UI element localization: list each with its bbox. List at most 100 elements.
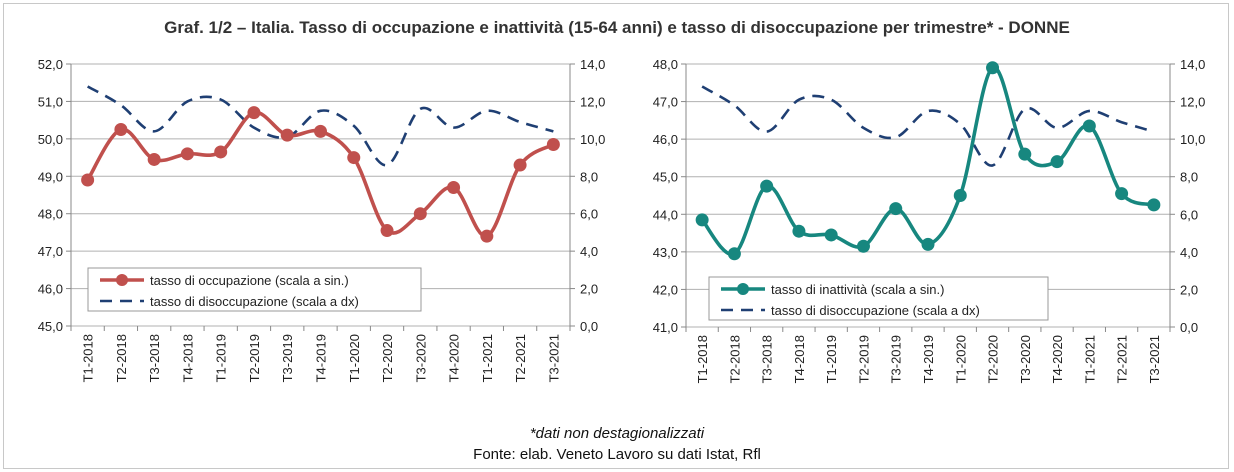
x-tick-label: T4-2018 [180, 334, 195, 382]
y-tick-label-right: 0,0 [1180, 320, 1198, 335]
data-point [380, 224, 394, 238]
x-tick-label: T3-2021 [546, 334, 561, 382]
data-point [214, 145, 228, 159]
figure-title: Graf. 1/2 – Italia. Tasso di occupazione… [164, 18, 1070, 37]
data-point [727, 247, 741, 261]
x-tick-label: T3-2021 [1147, 335, 1162, 383]
x-tick-label: T3-2018 [147, 334, 162, 382]
data-point [1050, 155, 1064, 169]
legend: tasso di inattività (scala a sin.) tasso … [708, 276, 1049, 321]
x-tick-label: T1-2018 [81, 334, 96, 382]
y-tick-label-left: 42,0 [653, 282, 678, 297]
y-tick-label-right: 4,0 [580, 244, 598, 259]
y-tick-label-right: 0,0 [580, 319, 598, 334]
x-tick-label: T1-2019 [214, 334, 229, 382]
figure-frame [3, 3, 1229, 469]
y-tick-label-left: 46,0 [38, 282, 63, 297]
y-tick-label-left: 46,0 [653, 132, 678, 147]
source-note: Fonte: elab. Veneto Lavoro su dati Istat… [473, 446, 761, 463]
data-point [1115, 187, 1129, 201]
x-tick-label: T3-2019 [280, 334, 295, 382]
y-tick-label-left: 49,0 [38, 169, 63, 184]
legend-box [87, 267, 422, 312]
x-tick-label: T2-2018 [114, 334, 129, 382]
data-point [1082, 119, 1096, 133]
x-tick-label: T2-2021 [513, 334, 528, 382]
x-tick-label: T4-2020 [1050, 335, 1065, 383]
x-tick-label: T2-2019 [856, 335, 871, 383]
data-point [986, 61, 1000, 75]
legend-label: tasso di disoccupazione (scala a dx) [771, 303, 980, 318]
y-tick-label-left: 48,0 [38, 207, 63, 222]
y-tick-label-right: 2,0 [580, 282, 598, 297]
data-point [824, 228, 838, 242]
y-tick-label-right: 12,0 [580, 94, 605, 109]
data-point [447, 181, 461, 195]
y-tick-label-right: 4,0 [1180, 245, 1198, 260]
y-tick-label-left: 45,0 [38, 319, 63, 334]
x-tick-label: T1-2021 [1082, 335, 1097, 383]
x-tick-label: T1-2018 [695, 335, 710, 383]
legend-marker [116, 274, 128, 286]
y-tick-label-left: 50,0 [38, 132, 63, 147]
data-point [889, 202, 903, 216]
legend-label: tasso di disoccupazione (scala a dx) [150, 294, 359, 309]
x-tick-label: T1-2020 [347, 334, 362, 382]
chart-1: 45,0 0,0 46,0 2,0 47,0 4,0 48,0 6,0 49,0 8,0 50,0 1… [38, 57, 606, 382]
data-point [480, 229, 494, 243]
x-tick-label: T2-2020 [380, 334, 395, 382]
y-tick-label-left: 51,0 [38, 94, 63, 109]
data-point [81, 173, 95, 187]
legend-label: tasso di inattività (scala a sin.) [771, 282, 944, 297]
data-point [1147, 198, 1161, 212]
y-tick-label-right: 14,0 [1180, 57, 1205, 72]
x-tick-label: T2-2018 [727, 335, 742, 383]
y-tick-label-right: 6,0 [580, 207, 598, 222]
series-line-disoccupazione [86, 85, 554, 167]
data-point [921, 237, 935, 251]
legend: tasso di occupazione (scala a sin.) tasso… [87, 267, 422, 312]
data-point [546, 137, 560, 151]
data-point [413, 207, 427, 221]
y-tick-label-right: 14,0 [580, 57, 605, 72]
footnote: *dati non destagionalizzati [529, 425, 705, 442]
x-tick-label: T2-2021 [1115, 335, 1130, 383]
data-point [513, 158, 527, 172]
x-tick-label: T3-2018 [760, 335, 775, 383]
y-tick-label-left: 45,0 [653, 170, 678, 185]
data-point [147, 152, 161, 166]
data-point [180, 147, 194, 161]
data-point [760, 179, 774, 193]
y-tick-label-right: 2,0 [1180, 282, 1198, 297]
data-point [1018, 147, 1032, 161]
y-tick-label-left: 47,0 [38, 244, 63, 259]
y-tick-label-right: 12,0 [1180, 95, 1205, 110]
y-tick-label-left: 48,0 [653, 57, 678, 72]
x-tick-label: T3-2020 [413, 334, 428, 382]
x-tick-label: T4-2020 [447, 334, 462, 382]
y-tick-label-right: 10,0 [1180, 132, 1205, 147]
x-tick-label: T4-2019 [314, 334, 329, 382]
data-point [347, 151, 361, 165]
x-tick-label: T2-2019 [247, 334, 262, 382]
y-tick-label-left: 43,0 [653, 245, 678, 260]
x-tick-label: T1-2020 [953, 335, 968, 383]
y-tick-label-right: 6,0 [1180, 207, 1198, 222]
data-point [953, 189, 967, 202]
y-tick-label-right: 8,0 [1180, 170, 1198, 185]
data-point [695, 213, 709, 227]
data-point [247, 106, 261, 120]
x-tick-label: T2-2020 [986, 335, 1001, 383]
x-tick-label: T4-2019 [921, 335, 936, 383]
y-tick-label-left: 52,0 [38, 57, 63, 72]
legend-marker [737, 283, 749, 295]
x-tick-label: T3-2020 [1018, 335, 1033, 383]
legend-label: tasso di occupazione (scala a sin.) [150, 273, 349, 288]
x-tick-label: T4-2018 [792, 335, 807, 383]
series-line-main [700, 65, 1155, 256]
x-tick-label: T3-2019 [889, 335, 904, 383]
data-point [280, 128, 294, 142]
y-tick-label-left: 47,0 [653, 95, 678, 110]
